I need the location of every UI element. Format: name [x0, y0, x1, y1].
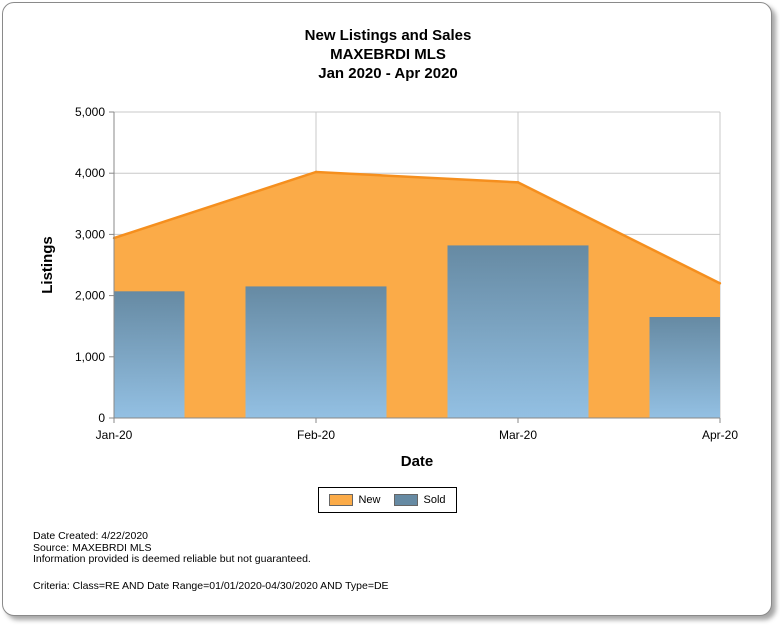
source-line: Source: MAXEBRDI MLS	[33, 541, 152, 554]
date-created: Date Created: 4/22/2020	[33, 530, 148, 542]
y-tick-label: 1,000	[75, 350, 105, 364]
y-tick-label: 2,000	[75, 289, 105, 303]
x-tick-label: Mar-20	[499, 428, 537, 442]
sold-bar-series	[114, 245, 720, 418]
x-axis-title: Date	[401, 453, 434, 470]
y-tick-label: 4,000	[75, 166, 105, 180]
new-point-Apr-20	[718, 282, 722, 285]
sold-bar-Jan-20	[114, 291, 185, 418]
x-tick-label: Jan-20	[96, 428, 133, 442]
footer-info: Date Created: 4/22/2020 Source: MAXEBRDI…	[33, 530, 311, 566]
chart-title: New Listings and Sales	[304, 27, 472, 44]
axes: 0 1,000 2,000 3,000 4,000 5,000 Jan-20 Feb-20 Ma…	[75, 105, 738, 442]
chart-legend: New Sold	[318, 487, 457, 513]
legend-label-sold: Sold	[423, 494, 446, 506]
x-tick-label: Feb-20	[297, 428, 335, 442]
y-tick-label: 5,000	[75, 105, 105, 119]
new-point-Mar-20	[516, 181, 520, 184]
legend-item-new: New	[329, 494, 380, 506]
disclaimer: Information provided is deemed reliable …	[33, 553, 311, 565]
legend-label-new: New	[358, 494, 381, 506]
new-point-Feb-20	[314, 170, 318, 174]
x-tick-label: Apr-20	[702, 428, 738, 442]
sold-bar-Mar-20	[447, 245, 589, 418]
y-tick-label: 0	[98, 411, 105, 425]
sold-bar-Feb-20	[245, 286, 387, 418]
y-axis-title: Listings	[39, 236, 56, 294]
chart-subtitle-range: Jan 2020 - Apr 2020	[318, 65, 458, 82]
legend-swatch-new	[329, 494, 354, 506]
legend-item-sold: Sold	[394, 494, 446, 506]
chart-titles: New Listings and Sales MAXEBRDI MLS Jan …	[0, 26, 776, 83]
new-area-line	[113, 170, 721, 285]
sold-bar-Apr-20	[649, 317, 720, 418]
y-tick-label: 3,000	[75, 227, 105, 241]
criteria-line: Criteria: Class=RE AND Date Range=01/01/…	[33, 580, 389, 592]
chart-subtitle-mls: MAXEBRDI MLS	[330, 46, 446, 63]
legend-swatch-sold	[394, 494, 419, 506]
